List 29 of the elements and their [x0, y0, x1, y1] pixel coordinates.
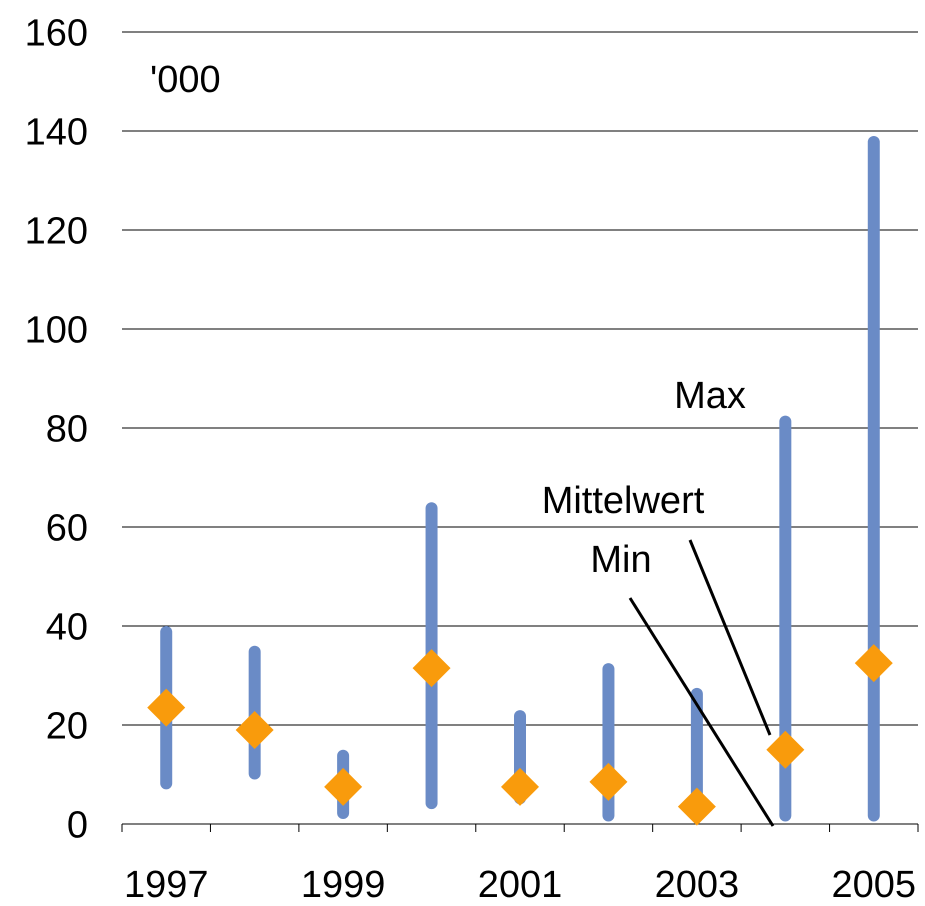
point [147, 688, 186, 727]
x-tick-label: 1999 [300, 864, 386, 906]
y-tick-label: 0 [66, 804, 88, 846]
x-tick-label: 2005 [832, 864, 916, 906]
annotation: Mittelwert [542, 480, 705, 522]
x-tick-label: 2003 [654, 864, 740, 906]
y-tick-label: 80 [46, 408, 88, 450]
y-tick-label: 160 [24, 12, 88, 54]
point [854, 644, 893, 682]
point [412, 649, 451, 688]
y-tick-label: 60 [46, 507, 88, 550]
x-tick-label: 2001 [478, 864, 562, 906]
point [236, 710, 274, 749]
bar [779, 416, 792, 822]
y-tick-label: 40 [46, 606, 88, 648]
y-tick-label: 100 [24, 309, 88, 352]
point [766, 730, 804, 769]
annotation: Max [674, 375, 746, 417]
bar [868, 136, 880, 822]
x-tick-label: 1997 [124, 864, 208, 906]
point [501, 768, 539, 806]
y-tick-label: 20 [46, 705, 88, 748]
y-tick-label: 140 [24, 111, 88, 154]
annotation: '000 [150, 59, 221, 101]
point [324, 768, 362, 806]
point [678, 788, 716, 826]
y-tick-label: 120 [24, 210, 88, 252]
point [589, 762, 628, 801]
annotation: Min [590, 539, 652, 581]
